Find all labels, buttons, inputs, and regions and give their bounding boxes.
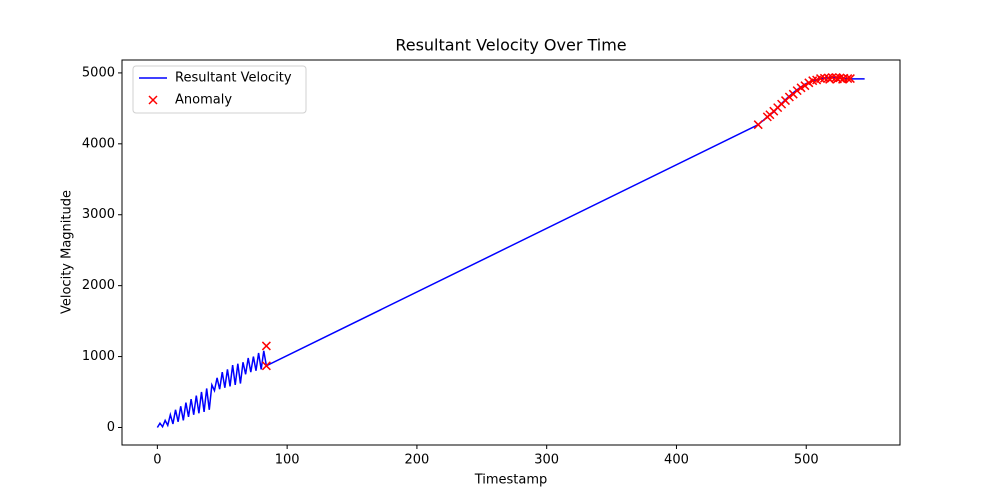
legend-label: Resultant Velocity	[175, 71, 292, 86]
y-tick-label: 0	[107, 420, 115, 435]
y-tick-label: 2000	[82, 278, 115, 293]
anomaly-marker	[815, 74, 826, 84]
y-tick-label: 5000	[82, 65, 115, 80]
velocity-line	[156, 76, 865, 429]
anomaly-marker	[838, 74, 848, 84]
y-axis-label: Velocity Magnitude	[60, 190, 75, 314]
chart-title: Resultant Velocity Over Time	[395, 36, 626, 55]
x-tick-label: 100	[275, 453, 300, 468]
x-tick-label: 500	[794, 453, 819, 468]
anomaly-marker	[753, 120, 763, 130]
x-tick-label: 400	[664, 453, 689, 468]
y-tick-label: 1000	[82, 349, 115, 364]
anomaly-marker	[261, 341, 271, 351]
plot-area	[121, 59, 901, 446]
anomaly-marker	[835, 73, 845, 83]
anomaly-marker	[845, 74, 855, 84]
legend-box	[132, 65, 307, 114]
y-tick-label: 3000	[82, 207, 115, 222]
x-axis-label: Timestamp	[474, 473, 548, 488]
x-tick-label: 200	[404, 453, 429, 468]
anomaly-marker	[825, 74, 835, 84]
legend-marker	[148, 95, 158, 105]
x-tick-label: 0	[153, 453, 161, 468]
anomaly-marker	[261, 361, 271, 371]
x-tick-label: 300	[534, 453, 559, 468]
legend-label: Anomaly	[175, 93, 232, 108]
y-tick-label: 4000	[82, 136, 115, 151]
legend: Resultant Velocity Anomaly	[132, 65, 307, 114]
